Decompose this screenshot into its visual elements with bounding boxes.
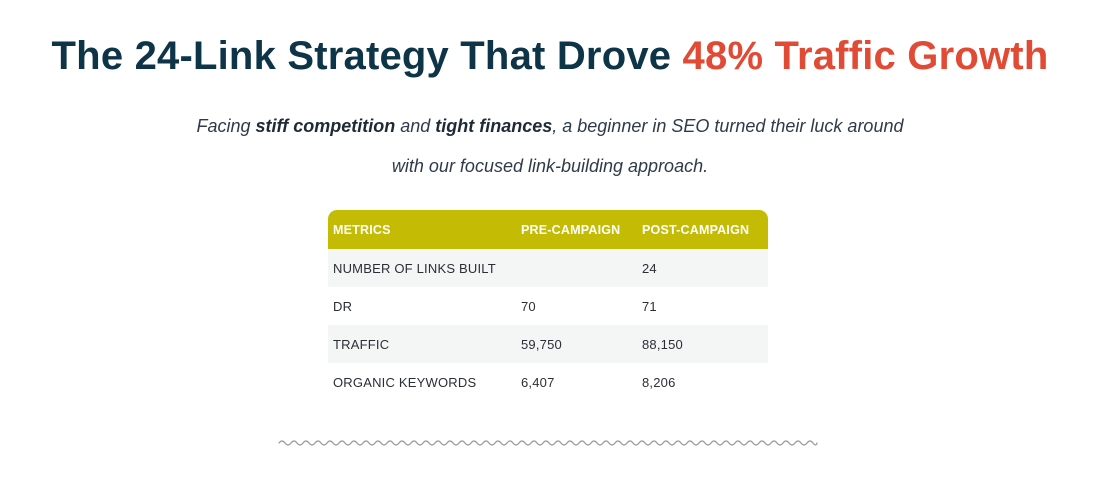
cell-metric: NUMBER OF LINKS BUILT xyxy=(328,249,516,287)
subtitle-emphasis: tight finances xyxy=(435,116,553,136)
cell-metric: TRAFFIC xyxy=(328,325,516,363)
cell-pre-campaign: 6,407 xyxy=(516,363,637,401)
table-row: ORGANIC KEYWORDS 6,407 8,206 xyxy=(328,363,768,401)
cell-post-campaign: 88,150 xyxy=(637,325,768,363)
cell-post-campaign: 8,206 xyxy=(637,363,768,401)
cell-pre-campaign xyxy=(516,249,637,287)
header-pre-campaign: PRE-CAMPAIGN xyxy=(516,210,637,249)
subtitle-text: and xyxy=(395,116,436,136)
subtitle-text: Facing xyxy=(196,116,256,136)
metrics-table-container: METRICS PRE-CAMPAIGN POST-CAMPAIGN NUMBE… xyxy=(328,210,768,401)
cell-post-campaign: 71 xyxy=(637,287,768,325)
header-post-campaign: POST-CAMPAIGN xyxy=(637,210,768,249)
subtitle: Facing stiff competition and tight finan… xyxy=(140,106,960,186)
table-header-row: METRICS PRE-CAMPAIGN POST-CAMPAIGN xyxy=(328,210,768,249)
subtitle-line-2: with our focused link-building approach. xyxy=(391,156,709,176)
table-header: METRICS PRE-CAMPAIGN POST-CAMPAIGN xyxy=(328,210,768,249)
header-metrics: METRICS xyxy=(328,210,516,249)
cell-pre-campaign: 70 xyxy=(516,287,637,325)
subtitle-line-1: Facing stiff competition and tight finan… xyxy=(140,106,960,146)
title-accent-text: 48% Traffic Growth xyxy=(682,34,1049,78)
subtitle-emphasis: stiff competition xyxy=(255,116,396,136)
title-main-text: The 24-Link Strategy That Drove xyxy=(51,34,683,78)
cell-metric: DR xyxy=(328,287,516,325)
table-row: DR 70 71 xyxy=(328,287,768,325)
table-body: NUMBER OF LINKS BUILT 24 DR 70 71 TRAFFI… xyxy=(328,249,768,401)
cell-post-campaign: 24 xyxy=(637,249,768,287)
cell-metric: ORGANIC KEYWORDS xyxy=(328,363,516,401)
page-title: The 24-Link Strategy That Drove 48% Traf… xyxy=(0,30,1100,82)
subtitle-text: , a beginner in SEO turned their luck ar… xyxy=(552,116,904,136)
metrics-table: METRICS PRE-CAMPAIGN POST-CAMPAIGN NUMBE… xyxy=(328,210,768,401)
table-row: TRAFFIC 59,750 88,150 xyxy=(328,325,768,363)
cell-pre-campaign: 59,750 xyxy=(516,325,637,363)
wavy-divider-icon xyxy=(278,440,818,446)
table-row: NUMBER OF LINKS BUILT 24 xyxy=(328,249,768,287)
